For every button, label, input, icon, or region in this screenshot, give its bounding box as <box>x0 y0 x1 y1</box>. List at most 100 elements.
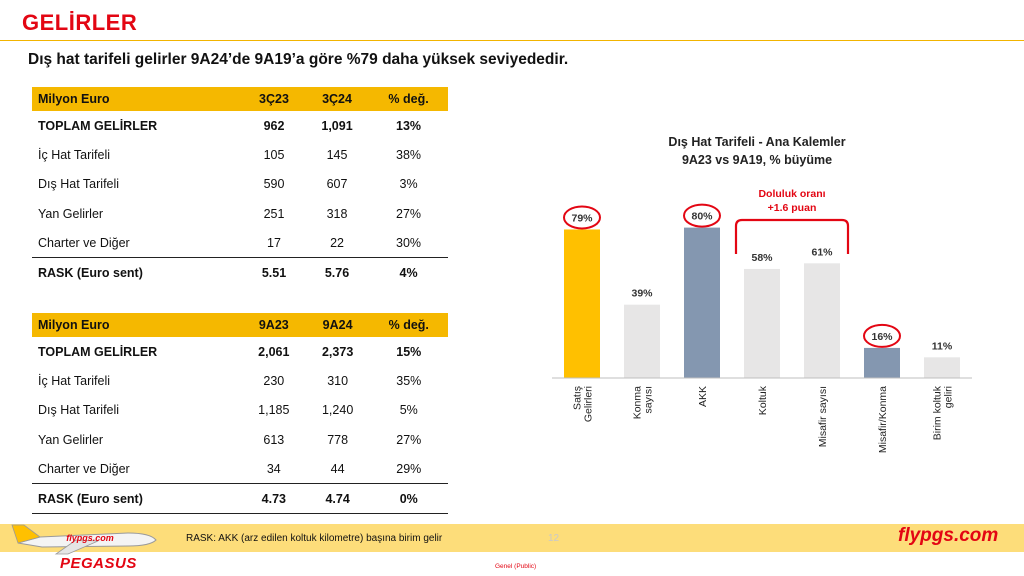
row-change: 29% <box>396 462 422 476</box>
table-row: Charter ve Diğer 17 22 30% <box>32 229 448 258</box>
header-unit: Milyon Euro <box>32 87 244 111</box>
row-value-1: 251 <box>263 206 285 221</box>
header-period-1: 9A23 <box>241 313 306 337</box>
table-row: İç Hat Tarifeli 105 145 38% <box>32 140 448 169</box>
data-label: 39% <box>631 288 653 300</box>
row-value-2: 22 <box>330 236 344 250</box>
highlight-circle <box>863 323 901 348</box>
row-change: 30% <box>396 236 422 250</box>
row-value-2: 5.76 <box>304 257 370 288</box>
row-value-2: 607 <box>326 177 348 192</box>
page-title: GELİRLER <box>22 10 138 35</box>
data-label: 80% <box>691 211 713 223</box>
row-change: 27% <box>396 432 422 447</box>
chart-title: Dış Hat Tarifeli - Ana Kalemler <box>668 135 845 149</box>
footer-band <box>0 524 1024 552</box>
header-unit: Milyon Euro <box>32 313 242 337</box>
classification-label: Genel (Public) <box>495 563 537 570</box>
annotation-text: +1.6 puan <box>768 202 817 214</box>
header-period-2: 3Ç24 <box>304 87 370 111</box>
row-value-2: 145 <box>326 148 348 163</box>
table-row-total: TOPLAM GELİRLER 2,061 2,373 15% <box>32 337 448 366</box>
tick-label: Misafir/Konma <box>877 386 889 453</box>
annotation-text: Doluluk oranı <box>758 188 825 200</box>
row-value-1: 17 <box>267 236 281 250</box>
quarterly-revenue-table: Milyon Euro 3Ç23 3Ç24 % değ. TOPLAM GELİ… <box>32 87 448 288</box>
table-header-row: Milyon Euro 9A23 9A24 % değ. <box>32 313 448 337</box>
row-value-1: 4.73 <box>241 483 306 514</box>
row-value-1: 613 <box>263 432 285 447</box>
row-value-1: 105 <box>263 148 285 163</box>
page-subtitle: Dış hat tarifeli gelirler 9A24’de 9A19’a… <box>28 51 569 68</box>
chart-canvas: Dış Hat Tarifeli - Ana Kalemler 9A23 vs … <box>552 135 972 453</box>
bar <box>744 268 780 378</box>
row-label: RASK (Euro sent) <box>32 483 242 514</box>
row-value-1: 5.51 <box>243 257 305 288</box>
plane-livery-text: flypgs.com <box>66 533 114 543</box>
tick-label: Konma <box>632 386 644 419</box>
header-change: % değ. <box>369 313 448 337</box>
data-label: 61% <box>811 246 833 258</box>
table-row: Yan Gelirler 613 778 27% <box>32 425 448 454</box>
growth-bar-chart: Dış Hat Tarifeli - Ana Kalemler 9A23 vs … <box>540 130 1000 460</box>
table-row: Dış Hat Tarifeli 590 607 3% <box>32 170 448 199</box>
bracket-annotation <box>734 218 850 254</box>
row-change: 3% <box>399 177 418 192</box>
bar <box>924 357 960 378</box>
row-value-2: 318 <box>326 206 348 221</box>
row-value-1: 962 <box>263 118 285 133</box>
data-label: 11% <box>932 340 953 352</box>
row-label: Charter ve Diğer <box>38 462 130 476</box>
website-logo: flypgs.com <box>898 525 999 546</box>
tick-label: Misafir sayısı <box>817 386 829 447</box>
row-label: Yan Gelirler <box>38 206 104 221</box>
header-period-2: 9A24 <box>305 313 370 337</box>
header-period-1: 3Ç23 <box>243 87 305 111</box>
airplane-logo-icon: flypgs.com <box>11 524 157 555</box>
highlight-circle <box>563 205 601 230</box>
row-value-2: 4.74 <box>305 483 370 514</box>
row-value-2: 1,091 <box>321 118 353 133</box>
title-divider <box>0 40 1024 41</box>
row-value-2: 44 <box>330 462 345 476</box>
table-row: İç Hat Tarifeli 230 310 35% <box>32 366 448 395</box>
row-change: 35% <box>396 374 422 389</box>
data-label: 16% <box>871 331 893 343</box>
table-row: Yan Gelirler 251 318 27% <box>32 199 448 228</box>
brand-logo: PEGASUS <box>60 555 137 572</box>
tick-label: Birim koltuk <box>932 385 944 440</box>
row-change: 15% <box>396 344 422 359</box>
table-row-rask: RASK (Euro sent) 4.73 4.74 0% <box>32 483 448 514</box>
highlight-circle <box>683 203 721 228</box>
row-label: TOPLAM GELİRLER <box>38 344 158 359</box>
row-change: 4% <box>369 257 448 288</box>
table-header-row: Milyon Euro 3Ç23 3Ç24 % değ. <box>32 87 448 111</box>
data-label: 58% <box>751 252 773 264</box>
row-label: RASK (Euro sent) <box>32 257 244 288</box>
chart-subtitle: 9A23 vs 9A19, % büyüme <box>682 153 832 167</box>
row-label: İç Hat Tarifeli <box>38 148 111 163</box>
bar <box>564 229 600 378</box>
row-value-2: 1,240 <box>321 403 354 418</box>
row-label: Yan Gelirler <box>38 432 104 447</box>
row-value-2: 778 <box>327 432 349 447</box>
row-value-1: 1,185 <box>258 403 290 418</box>
row-value-1: 230 <box>263 374 285 389</box>
tick-label: Gelirleri <box>583 386 595 422</box>
page-number: 12 <box>548 533 560 544</box>
row-label: Charter ve Diğer <box>38 236 130 250</box>
tick-label: Satış <box>572 386 584 410</box>
table-row: Dış Hat Tarifeli 1,185 1,240 5% <box>32 396 448 425</box>
bar <box>804 263 840 378</box>
table-row-total: TOPLAM GELİRLER 962 1,091 13% <box>32 111 448 140</box>
row-change: 5% <box>399 403 418 418</box>
table-row: Charter ve Diğer 34 44 29% <box>32 455 448 484</box>
row-change: 0% <box>369 483 448 514</box>
bar <box>684 227 720 378</box>
row-change: 27% <box>396 206 422 221</box>
tick-label: AKK <box>697 386 709 407</box>
row-change: 38% <box>396 148 422 163</box>
tick-label: geliri <box>943 386 955 408</box>
row-label: Dış Hat Tarifeli <box>38 177 120 192</box>
row-value-2: 310 <box>327 374 349 389</box>
